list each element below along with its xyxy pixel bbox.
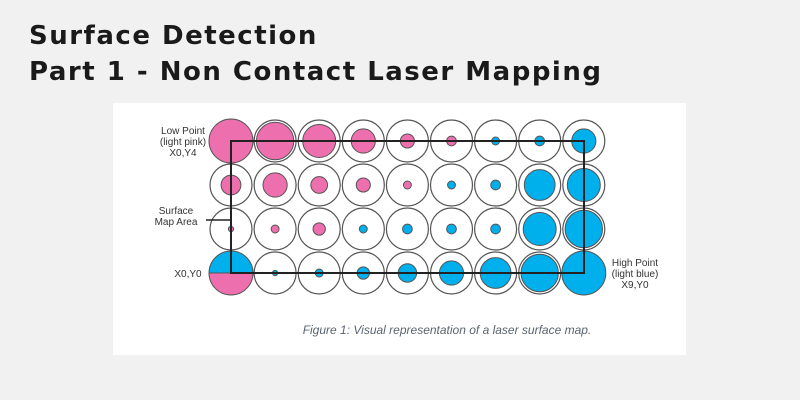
origin-label: X0,Y0: [174, 269, 202, 280]
high-point-x3-y1: [358, 224, 368, 234]
point-low-half-x0-y0: [208, 272, 254, 296]
low-point-label-2: (light pink): [160, 137, 206, 148]
high-point-x7-y2: [523, 169, 556, 201]
low-point-label-1: Low Point: [161, 126, 205, 137]
figure-caption: Figure 1: Visual representation of a las…: [303, 323, 592, 337]
surface-map-area-label-2: Map Area: [155, 217, 198, 228]
title-line-2: Part 1 - Non Contact Laser Mapping: [29, 57, 603, 87]
high-point-label-2: (light blue): [612, 269, 659, 280]
low-point-x4-y2: [402, 180, 412, 190]
high-point-x4-y1: [402, 223, 413, 235]
high-point-x7-y1: [522, 212, 557, 246]
title-line-1: Surface Detection: [29, 21, 318, 51]
high-point-x5-y1: [446, 223, 457, 235]
surface-map-diagram: Low Point (light pink) X0,Y4 Surface Map…: [155, 118, 659, 337]
low-point-x2-y2: [310, 176, 329, 194]
low-point-x1-y2: [262, 172, 288, 198]
high-point-x6-y2: [490, 179, 501, 191]
low-point-x3-y2: [355, 177, 371, 193]
high-point-label-3: X9,Y0: [621, 280, 649, 291]
high-point-x6-y1: [490, 223, 501, 235]
high-point-label-1: High Point: [612, 258, 658, 269]
surface-map-area-frame: [230, 140, 585, 274]
surface-map-figure: Low Point (light pink) X0,Y4 Surface Map…: [113, 103, 686, 355]
high-point-x5-y2: [447, 180, 456, 190]
low-point-x2-y1: [312, 222, 326, 236]
page-title: Surface Detection Part 1 - Non Contact L…: [29, 18, 602, 90]
low-point-x1-y1: [270, 224, 280, 234]
surface-map-area-label-1: Surface: [159, 206, 194, 217]
low-point-label-3: X0,Y4: [169, 148, 197, 159]
